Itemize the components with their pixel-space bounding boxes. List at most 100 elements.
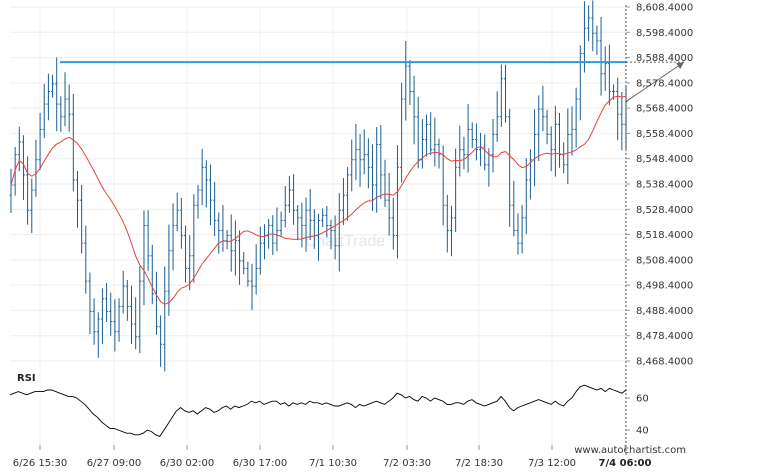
ohlc-bar <box>63 72 67 127</box>
ohlc-bar <box>358 134 362 187</box>
ohlc-bar <box>599 17 603 96</box>
ohlc-bar <box>292 174 296 225</box>
ohlc-bar <box>346 167 350 221</box>
ohlc-bar <box>92 298 96 345</box>
ohlc-bar <box>553 105 557 177</box>
ohlc-bar <box>337 192 341 272</box>
ohlc-bar <box>179 197 183 249</box>
ohlc-bar <box>196 184 200 219</box>
ohlc-bar <box>225 229 229 250</box>
ohlc-bar <box>404 41 408 121</box>
ohlc-bar <box>287 175 291 213</box>
x-tick-label: 6/26 15:30 <box>13 458 67 469</box>
ohlc-bar <box>341 178 345 225</box>
ohlc-bar <box>474 123 478 161</box>
ohlc-bar <box>607 44 611 106</box>
ohlc-bar <box>271 215 275 255</box>
y-tick-label: 8,588.4000 <box>636 53 693 64</box>
ohlc-bar <box>117 298 121 342</box>
ohlc-bar <box>96 312 100 358</box>
ohlc-bar <box>354 123 358 181</box>
ohlc-bar <box>483 134 487 171</box>
ohlc-bar <box>105 283 109 322</box>
ohlc-bar <box>125 280 129 321</box>
ohlc-bar <box>9 168 13 213</box>
ohlc-bar <box>221 205 225 252</box>
x-tick-label: 6/30 17:00 <box>233 458 287 469</box>
x-tick-label: 6/30 02:00 <box>160 458 214 469</box>
ohlc-bar <box>121 270 125 314</box>
ohlc-bar <box>192 194 196 283</box>
y-tick-label: 8,548.4000 <box>636 154 693 165</box>
ohlc-bar <box>254 244 258 295</box>
x-tick-label: 7/3 12:00 <box>528 458 576 469</box>
x-tick-label: 7/2 03:30 <box>383 458 431 469</box>
ohlc-bar <box>371 144 375 211</box>
ohlc-bar <box>620 91 624 151</box>
ohlc-bar <box>541 85 545 132</box>
ohlc-bar <box>420 119 424 169</box>
ohlc-bar <box>71 93 75 192</box>
y-tick-label: 8,538.4000 <box>636 180 693 191</box>
ohlc-bar <box>175 192 179 232</box>
ohlc-bar <box>80 184 84 254</box>
ohlc-bar <box>429 112 433 156</box>
ohlc-bar <box>188 235 192 291</box>
ohlc-bar <box>383 159 387 207</box>
ohlc-bar <box>366 138 370 189</box>
y-tick-label: 8,468.4000 <box>636 357 693 368</box>
ohlc-bar <box>437 138 441 169</box>
rsi-tick-label: 40 <box>636 426 649 437</box>
ohlc-bar <box>171 203 175 271</box>
ohlc-bar <box>146 210 150 271</box>
y-tick-label: 8,608.4000 <box>636 3 693 14</box>
gridlines <box>10 6 626 445</box>
ohlc-bar <box>283 185 287 228</box>
ohlc-bar <box>574 87 578 148</box>
ohlc-bar <box>34 139 38 197</box>
y-tick-label: 8,518.4000 <box>636 230 693 241</box>
ohlc-bar <box>537 95 541 162</box>
ohlc-bar <box>562 142 566 174</box>
x-tick-label: 6/27 09:00 <box>87 458 141 469</box>
ohlc-bar <box>55 57 59 132</box>
y-tick-label: 8,578.4000 <box>636 78 693 89</box>
ohlc-bar <box>545 109 549 145</box>
ohlc-bar <box>528 149 532 200</box>
ohlc-bar <box>26 156 30 225</box>
ohlc-bar <box>38 112 42 171</box>
rsi-label: RSI <box>17 373 36 384</box>
ohlc-bar <box>150 244 154 305</box>
ohlc-bar <box>167 224 171 316</box>
ohlc-bar <box>113 299 117 352</box>
y-tick-label: 8,478.4000 <box>636 331 693 342</box>
ohlc-bar <box>479 132 483 167</box>
ohlc-bar <box>333 215 337 260</box>
ohlc-bar <box>520 204 524 254</box>
ohlc-bar <box>587 5 591 41</box>
y-tick-label: 8,598.4000 <box>636 28 693 39</box>
ohlc-bar <box>154 271 158 335</box>
ohlc-bar <box>159 315 163 367</box>
y-tick-label: 8,508.4000 <box>636 255 693 266</box>
ohlc-bar <box>395 145 399 259</box>
ohlc-bar <box>308 188 312 241</box>
ohlc-bar <box>362 129 366 175</box>
ohlc-bar <box>445 194 449 253</box>
ohlc-bar <box>578 45 582 121</box>
ohlc-bar <box>51 74 55 98</box>
ohlc-bar <box>17 126 21 172</box>
projection-arrowhead <box>676 62 684 69</box>
ohlc-bar <box>204 160 208 208</box>
ohlc-bar <box>387 172 391 236</box>
ohlc-bar <box>400 82 404 183</box>
ohlc-bar <box>391 197 395 250</box>
ohlc-bar <box>350 139 354 192</box>
ohlc-bar <box>375 127 379 213</box>
ohlc-bar <box>408 59 412 105</box>
x-axis-ticks: 6/26 15:30 6/27 09:00 6/30 02:00 6/30 17:00… <box>13 445 651 469</box>
ohlc-bar <box>416 96 420 169</box>
ohlc-bar <box>499 64 503 127</box>
ohlc-bar <box>433 117 437 167</box>
ohlc-bar <box>67 84 71 132</box>
